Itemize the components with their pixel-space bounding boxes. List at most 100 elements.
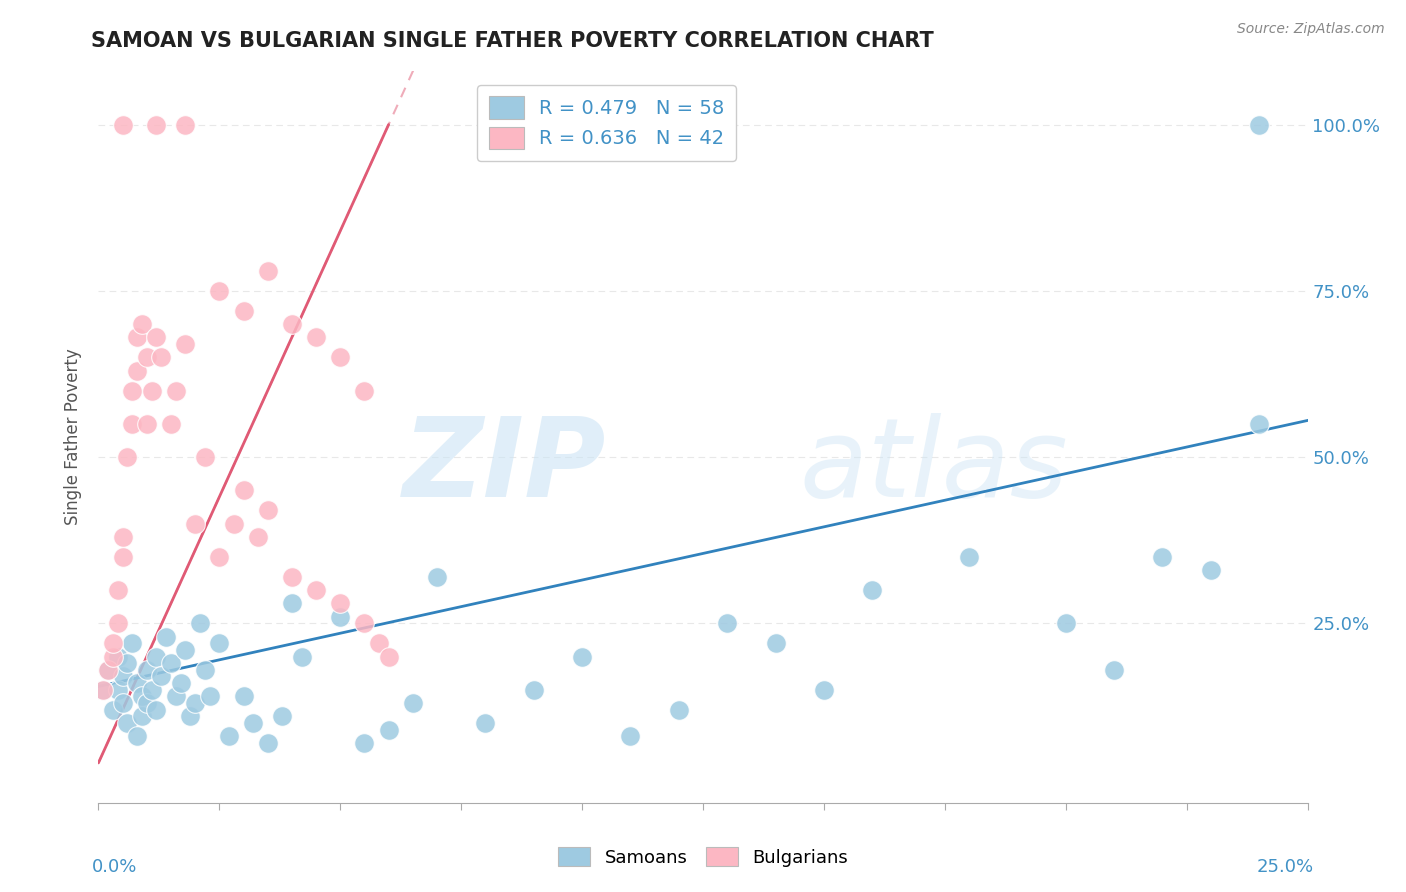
Point xyxy=(121,636,143,650)
Point xyxy=(198,690,221,704)
Point xyxy=(329,609,352,624)
Point xyxy=(281,570,304,584)
Text: Source: ZipAtlas.com: Source: ZipAtlas.com xyxy=(1237,22,1385,37)
Point xyxy=(117,450,139,464)
Point xyxy=(131,690,153,704)
Point xyxy=(155,630,177,644)
Point xyxy=(111,696,134,710)
Point xyxy=(377,649,399,664)
Point xyxy=(111,118,134,132)
Point xyxy=(208,549,231,564)
Point xyxy=(111,549,134,564)
Point xyxy=(135,663,157,677)
Point xyxy=(127,676,149,690)
Point xyxy=(165,384,187,398)
Point xyxy=(242,716,264,731)
Point xyxy=(305,582,328,597)
Point xyxy=(571,649,593,664)
Point xyxy=(1249,118,1271,132)
Point xyxy=(1152,549,1174,564)
Point xyxy=(97,663,120,677)
Text: 25.0%: 25.0% xyxy=(1257,858,1313,876)
Point xyxy=(174,643,197,657)
Point xyxy=(256,736,278,750)
Point xyxy=(131,317,153,331)
Point xyxy=(247,530,270,544)
Point xyxy=(145,649,167,664)
Text: atlas: atlas xyxy=(800,413,1069,520)
Point xyxy=(135,351,157,365)
Point xyxy=(145,703,167,717)
Legend: R = 0.479   N = 58, R = 0.636   N = 42: R = 0.479 N = 58, R = 0.636 N = 42 xyxy=(477,85,737,161)
Point xyxy=(208,284,231,298)
Point xyxy=(121,384,143,398)
Point xyxy=(141,682,163,697)
Point xyxy=(860,582,883,597)
Point xyxy=(160,417,183,431)
Point xyxy=(1199,563,1222,577)
Point xyxy=(1249,417,1271,431)
Point xyxy=(141,384,163,398)
Point xyxy=(353,384,375,398)
Point xyxy=(619,729,641,743)
Point xyxy=(232,483,254,498)
Point xyxy=(91,682,114,697)
Point xyxy=(813,682,835,697)
Point xyxy=(101,649,124,664)
Y-axis label: Single Father Poverty: Single Father Poverty xyxy=(65,349,83,525)
Point xyxy=(111,530,134,544)
Point xyxy=(145,118,167,132)
Point xyxy=(169,676,191,690)
Point xyxy=(222,516,245,531)
Point xyxy=(101,703,124,717)
Point xyxy=(184,696,207,710)
Point xyxy=(368,636,391,650)
Point xyxy=(290,649,312,664)
Point xyxy=(194,450,217,464)
Point xyxy=(716,616,738,631)
Point xyxy=(377,723,399,737)
Point xyxy=(117,656,139,670)
Point xyxy=(97,663,120,677)
Point xyxy=(127,330,149,344)
Text: 0.0%: 0.0% xyxy=(93,858,138,876)
Text: ZIP: ZIP xyxy=(402,413,606,520)
Text: SAMOAN VS BULGARIAN SINGLE FATHER POVERTY CORRELATION CHART: SAMOAN VS BULGARIAN SINGLE FATHER POVERT… xyxy=(91,31,934,51)
Point xyxy=(329,596,352,610)
Point xyxy=(160,656,183,670)
Legend: Samoans, Bulgarians: Samoans, Bulgarians xyxy=(551,840,855,874)
Point xyxy=(107,616,129,631)
Point xyxy=(188,616,211,631)
Point xyxy=(1102,663,1125,677)
Point xyxy=(668,703,690,717)
Point xyxy=(150,351,173,365)
Point xyxy=(127,363,149,377)
Point xyxy=(194,663,217,677)
Point xyxy=(184,516,207,531)
Point xyxy=(165,690,187,704)
Point xyxy=(256,503,278,517)
Point xyxy=(329,351,352,365)
Point xyxy=(353,616,375,631)
Point xyxy=(150,669,173,683)
Point xyxy=(256,264,278,278)
Point xyxy=(107,682,129,697)
Point xyxy=(174,118,197,132)
Point xyxy=(101,636,124,650)
Point xyxy=(121,417,143,431)
Point xyxy=(1054,616,1077,631)
Point xyxy=(523,682,546,697)
Point xyxy=(305,330,328,344)
Point xyxy=(281,596,304,610)
Point xyxy=(765,636,787,650)
Point xyxy=(145,330,167,344)
Point xyxy=(131,709,153,723)
Point xyxy=(91,682,114,697)
Point xyxy=(426,570,449,584)
Point xyxy=(474,716,496,731)
Point xyxy=(232,690,254,704)
Point xyxy=(135,696,157,710)
Point xyxy=(232,303,254,318)
Point xyxy=(957,549,980,564)
Point xyxy=(353,736,375,750)
